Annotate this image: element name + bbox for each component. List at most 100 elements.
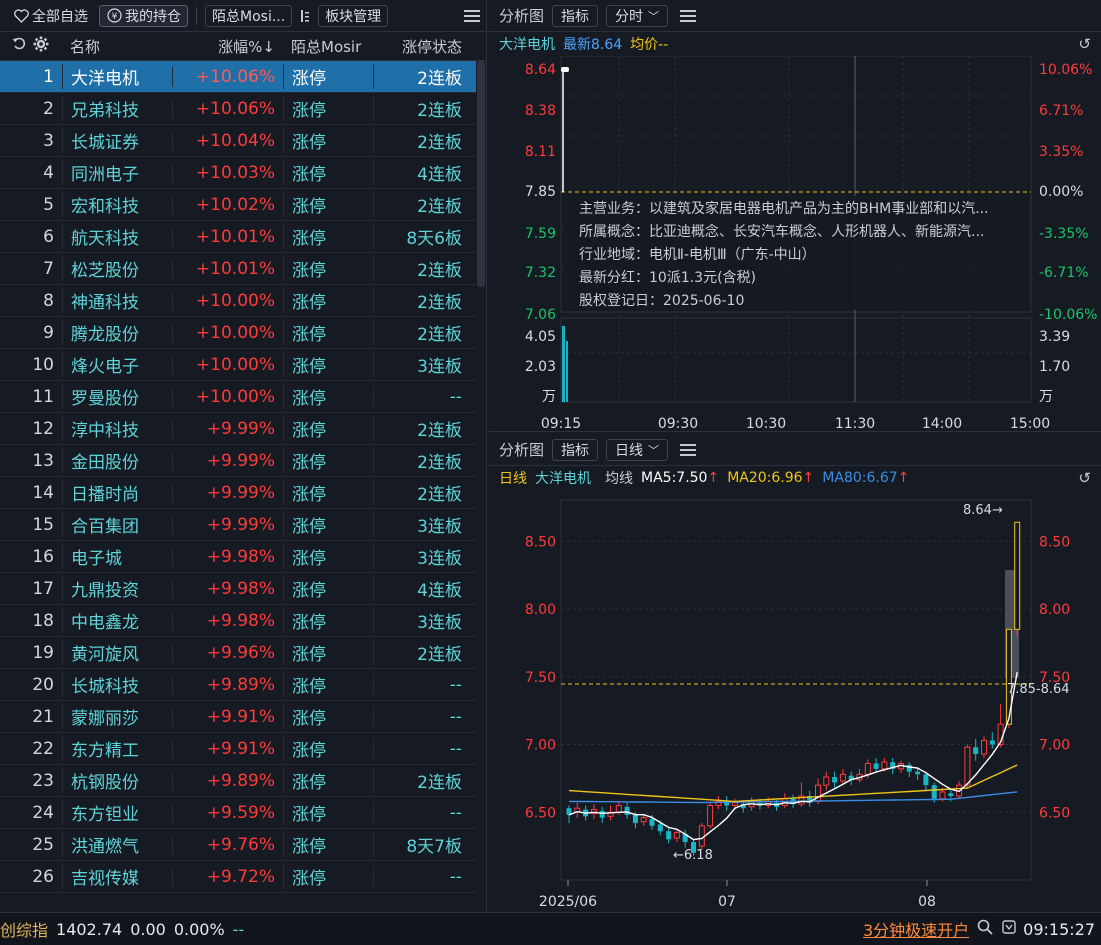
kline-price-axis-left: 8.50 8.00 7.50 7.00 6.50 xyxy=(525,534,556,821)
pct-tick-label: -3.35% xyxy=(1039,226,1089,242)
list-item[interactable]: 22 东方精工 +9.91% 涨停 -- xyxy=(0,733,476,765)
board-count: 3连板 xyxy=(373,352,470,377)
list-item[interactable]: 18 中电鑫龙 +9.98% 涨停 3连板 xyxy=(0,605,476,637)
kline-period-dropdown[interactable]: 日线 ﹀ xyxy=(606,438,669,461)
reset-icon[interactable]: ↺ xyxy=(1078,35,1091,53)
reset-icon[interactable]: ↺ xyxy=(1078,469,1091,487)
candle xyxy=(964,744,971,788)
menu-icon[interactable] xyxy=(464,9,480,23)
stock-name: 洪通燃气 xyxy=(62,832,172,857)
list-item[interactable]: 10 烽火电子 +10.00% 涨停 3连板 xyxy=(0,349,476,381)
list-item[interactable]: 25 洪通燃气 +9.76% 涨停 8天7板 xyxy=(0,829,476,861)
watchlist-panel: 全部自选 ¥ 我的持仓 陌总Mosi... 板块管理 名称 xyxy=(0,0,487,912)
sector-manage-button[interactable]: 板块管理 xyxy=(318,4,389,27)
board-count: 2连板 xyxy=(373,480,470,505)
change-pct: +9.89% xyxy=(172,674,283,695)
change-pct: +9.99% xyxy=(172,514,283,535)
kline-frame xyxy=(560,499,1032,881)
list-item[interactable]: 17 九鼎投资 +9.98% 涨停 4连板 xyxy=(0,573,476,605)
kline-menu-icon[interactable] xyxy=(680,443,697,457)
my-holdings-tab[interactable]: ¥ 我的持仓 xyxy=(99,4,188,27)
list-item[interactable]: 9 腾龙股份 +10.00% 涨停 2连板 xyxy=(0,317,476,349)
price-tick-label: 7.06 xyxy=(525,307,556,323)
row-index: 11 xyxy=(32,386,54,407)
intraday-menu-icon[interactable] xyxy=(680,9,697,23)
header-account[interactable]: 陌总Mosir xyxy=(291,37,362,56)
price-marker xyxy=(561,67,569,72)
list-item[interactable]: 2 兄弟科技 +10.06% 涨停 2连板 xyxy=(0,93,476,125)
intraday-chart: 8.64 8.38 8.11 7.85 7.59 7.32 7.06 10.06% 6.71%… xyxy=(525,56,1097,432)
change-pct: +10.03% xyxy=(172,162,283,183)
kline-date-tick: 2025/06 xyxy=(539,894,597,910)
kline-indicator-button[interactable]: 指标 xyxy=(552,438,599,461)
board-count: 2连板 xyxy=(373,416,470,441)
list-item[interactable]: 7 松芝股份 +10.01% 涨停 2连板 xyxy=(0,253,476,285)
candle xyxy=(923,771,929,791)
account-tab[interactable]: 陌总Mosi... xyxy=(205,4,293,27)
row-index: 24 xyxy=(32,802,54,823)
header-change[interactable]: 涨幅%↓ xyxy=(218,37,275,56)
change-pct: +10.06% xyxy=(172,66,283,87)
list-item[interactable]: 13 金田股份 +9.99% 涨停 2连板 xyxy=(0,445,476,477)
candle xyxy=(873,758,879,773)
row-index: 7 xyxy=(43,258,54,279)
list-scrollbar[interactable] xyxy=(477,61,485,287)
list-item[interactable]: 16 电子城 +9.98% 涨停 3连板 xyxy=(0,541,476,573)
list-item[interactable]: 24 东方钽业 +9.59% 涨停 -- xyxy=(0,797,476,829)
list-item[interactable]: 23 杭钢股份 +9.89% 涨停 2连板 xyxy=(0,765,476,797)
row-index: 1 xyxy=(43,66,54,87)
header-name[interactable]: 名称 xyxy=(70,37,101,56)
candle xyxy=(724,795,730,811)
header-limit-status[interactable]: 涨停状态 xyxy=(401,37,462,56)
list-item[interactable]: 4 同洲电子 +10.03% 涨停 4连板 xyxy=(0,157,476,189)
time-tick-label: 09:15 xyxy=(541,416,581,432)
refresh-icon[interactable] xyxy=(12,36,27,56)
candle xyxy=(815,778,821,805)
board-count: -- xyxy=(373,866,470,887)
price-tick-label: 7.59 xyxy=(525,226,556,242)
high-price-label: 8.64→ xyxy=(963,503,1003,518)
list-view-icon[interactable] xyxy=(296,5,314,27)
list-item[interactable]: 3 长城证券 +10.04% 涨停 2连板 xyxy=(0,125,476,157)
search-icon[interactable] xyxy=(977,919,993,939)
list-item[interactable]: 14 日播时尚 +9.99% 涨停 2连板 xyxy=(0,477,476,509)
kline-chart: 8.50 8.00 7.50 7.00 6.50 8.50 8.00 7.50 7.00 6.5… xyxy=(525,499,1070,910)
list-item[interactable]: 19 黄河旋风 +9.96% 涨停 2连板 xyxy=(0,637,476,669)
volume-tick-label: 1.70 xyxy=(1039,359,1070,375)
kline-price-axis-right: 8.50 8.00 7.50 7.00 6.50 xyxy=(1039,534,1070,821)
list-item[interactable]: 8 神通科技 +10.00% 涨停 2连板 xyxy=(0,285,476,317)
index-name[interactable]: 创综指 xyxy=(0,921,49,940)
candle xyxy=(823,771,830,791)
stock-name: 中电鑫龙 xyxy=(62,608,172,633)
list-item[interactable]: 1 大洋电机 +10.06% 涨停 2连板 xyxy=(0,61,476,93)
list-item[interactable]: 26 吉视传媒 +9.72% 涨停 -- xyxy=(0,861,476,893)
open-account-link[interactable]: 3分钟极速开户 xyxy=(862,921,970,940)
gear-icon[interactable] xyxy=(33,36,49,56)
list-item[interactable]: 12 淳中科技 +9.99% 涨停 2连板 xyxy=(0,413,476,445)
time-tick-label: 14:00 xyxy=(922,416,962,432)
all-watchlist-tab[interactable]: 全部自选 xyxy=(6,5,95,27)
row-index: 22 xyxy=(32,738,54,759)
list-item[interactable]: 11 罗曼股份 +10.00% 涨停 -- xyxy=(0,381,476,413)
board-count: -- xyxy=(373,706,470,727)
board-count: -- xyxy=(373,674,470,695)
row-index: 23 xyxy=(32,770,54,791)
limit-status: 涨停 xyxy=(283,512,373,537)
candle xyxy=(798,782,805,807)
list-item[interactable]: 6 航天科技 +10.01% 涨停 8天6板 xyxy=(0,221,476,253)
candle xyxy=(839,768,846,786)
candle xyxy=(682,829,688,848)
board-count: 2连板 xyxy=(373,256,470,281)
list-item[interactable]: 21 蒙娜丽莎 +9.91% 涨停 -- xyxy=(0,701,476,733)
candle xyxy=(640,813,647,826)
candle xyxy=(848,771,854,786)
intraday-period-dropdown[interactable]: 分时 ﹀ xyxy=(606,4,669,27)
list-item[interactable]: 15 合百集团 +9.99% 涨停 3连板 xyxy=(0,509,476,541)
alert-icon[interactable] xyxy=(1001,919,1017,939)
intraday-indicator-button[interactable]: 指标 xyxy=(552,4,599,27)
list-item[interactable]: 5 宏和科技 +10.02% 涨停 2连板 xyxy=(0,189,476,221)
stock-name: 同洲电子 xyxy=(62,160,172,185)
list-item[interactable]: 20 长城科技 +9.89% 涨停 -- xyxy=(0,669,476,701)
index-change: 0.00 xyxy=(130,919,166,939)
limit-status: 涨停 xyxy=(283,576,373,601)
